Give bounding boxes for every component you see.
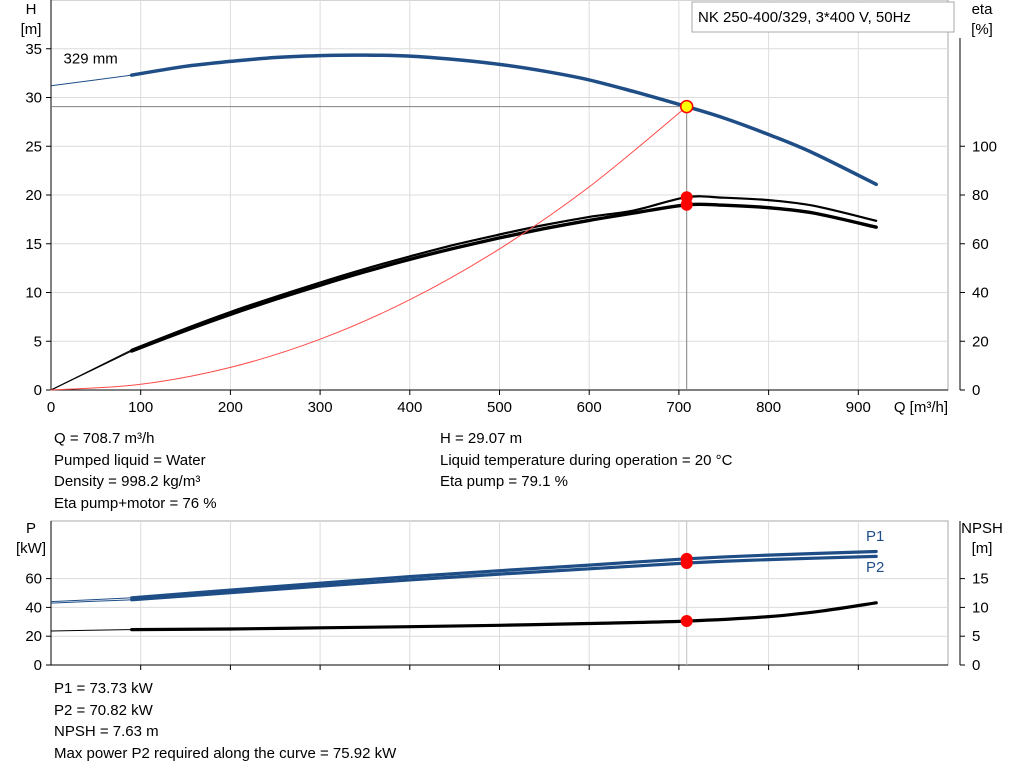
tick-label-x: 200 [218, 399, 243, 416]
series-extrapolation-p2 [50, 599, 132, 604]
power-operating-marker [680, 557, 693, 570]
info-density: Density = 998.2 kg/m³ [54, 473, 201, 491]
series-line-p1 [130, 549, 878, 600]
tick-label-y-left: 10 [25, 285, 42, 302]
tick-label-x: 600 [577, 399, 602, 416]
tick-label-x: 700 [666, 399, 691, 416]
tick-label-x: 800 [756, 399, 781, 416]
tick-label-y-right: 80 [972, 187, 989, 204]
operating-point-marker [679, 99, 694, 114]
chart-title-box [691, 1, 955, 33]
series-label-p2: P2 [866, 559, 884, 576]
info-top-left: Q = 708.7 m³/h Pumped liquid = Water Den… [54, 428, 217, 515]
info-p2: P2 = 70.82 kW [54, 701, 153, 719]
tick-label-y-right: 10 [972, 599, 989, 616]
tick-label-y-right: 0 [972, 382, 980, 399]
y-axis-right-unit: [m] [972, 540, 993, 557]
y-axis-left-unit: [m] [21, 21, 42, 38]
y-axis-right-unit: [%] [971, 21, 993, 38]
tick-label-y-left: 0 [34, 382, 42, 399]
tick-label-y-right: 60 [972, 236, 989, 253]
info-max-power: Max power P2 required along the curve = … [54, 745, 397, 763]
tick-label-y-left: 30 [25, 90, 42, 107]
series-line-system-curve [50, 106, 688, 391]
tick-label-y-right: 40 [972, 285, 989, 302]
tick-label-y-left: 20 [25, 628, 42, 645]
info-eta-pump-motor: Eta pump+motor = 76 % [54, 495, 217, 513]
y-axis-left-label: H [26, 1, 37, 18]
series-line-head [129, 53, 878, 187]
series-extrapolation-eta-pump-motor [50, 350, 132, 391]
series-line-eta-pump-motor [130, 202, 878, 353]
power-operating-marker [680, 615, 693, 628]
tick-label-y-right: 0 [972, 657, 980, 674]
series-extrapolation-p1 [50, 597, 132, 603]
info-head: H = 29.07 m [440, 430, 523, 447]
series-extrapolation-head [50, 74, 132, 87]
tick-label-y-left: 0 [34, 657, 42, 674]
tick-label-y-right: 15 [972, 571, 989, 588]
tick-label-y-left: 15 [25, 236, 42, 253]
tick-label-x: 500 [487, 399, 512, 416]
info-top-right: H = 29.07 m Liquid temperature during op… [440, 428, 732, 493]
info-eta-pump: Eta pump = 79.1 % [440, 473, 568, 491]
info-npsh: NPSH = 7.63 m [54, 723, 159, 741]
info-pumped-liquid: Pumped liquid = Water [54, 451, 206, 469]
chart-title: NK 250-400/329, 3*400 V, 50Hz [698, 9, 911, 26]
info-p1: P1 = 73.73 kW [54, 680, 153, 697]
tick-label-y-right: 5 [972, 628, 980, 645]
series-line-eta-pump [130, 195, 878, 351]
tick-label-y-left: 25 [25, 138, 42, 155]
tick-label-y-left: 5 [34, 333, 42, 350]
tick-label-x: 100 [128, 399, 153, 416]
curve-annotation: 329 mm [64, 50, 118, 67]
tick-label-x: 900 [846, 399, 871, 416]
y-axis-right-label: eta [972, 1, 994, 18]
tick-label-y-left: 40 [25, 599, 42, 616]
tick-label-y-left: 35 [25, 41, 42, 58]
tick-label-x: 300 [308, 399, 333, 416]
info-bottom: P1 = 73.73 kW P2 = 70.82 kW NPSH = 7.63 … [54, 678, 396, 765]
x-axis-label: Q [m³/h] [894, 399, 948, 416]
series-line-p2 [130, 554, 878, 602]
info-flow: Q = 708.7 m³/h [54, 430, 155, 447]
tick-label-y-right: 20 [972, 333, 989, 350]
eta-operating-marker [680, 198, 693, 211]
series-label-p1: P1 [866, 528, 884, 545]
tick-label-y-left: 60 [25, 571, 42, 588]
series-extrapolation-npsh [50, 629, 132, 632]
y-axis-right-label: NPSH [961, 520, 1003, 537]
tick-label-y-left: 20 [25, 187, 42, 204]
tick-label-x: 0 [47, 399, 55, 416]
tick-label-x: 400 [397, 399, 422, 416]
info-liquid-temperature: Liquid temperature during operation = 20… [440, 451, 733, 469]
y-axis-left-unit: [kW] [16, 540, 46, 557]
y-axis-left-label: P [26, 520, 36, 537]
tick-label-y-right: 100 [972, 138, 997, 155]
series-line-npsh [130, 601, 878, 632]
